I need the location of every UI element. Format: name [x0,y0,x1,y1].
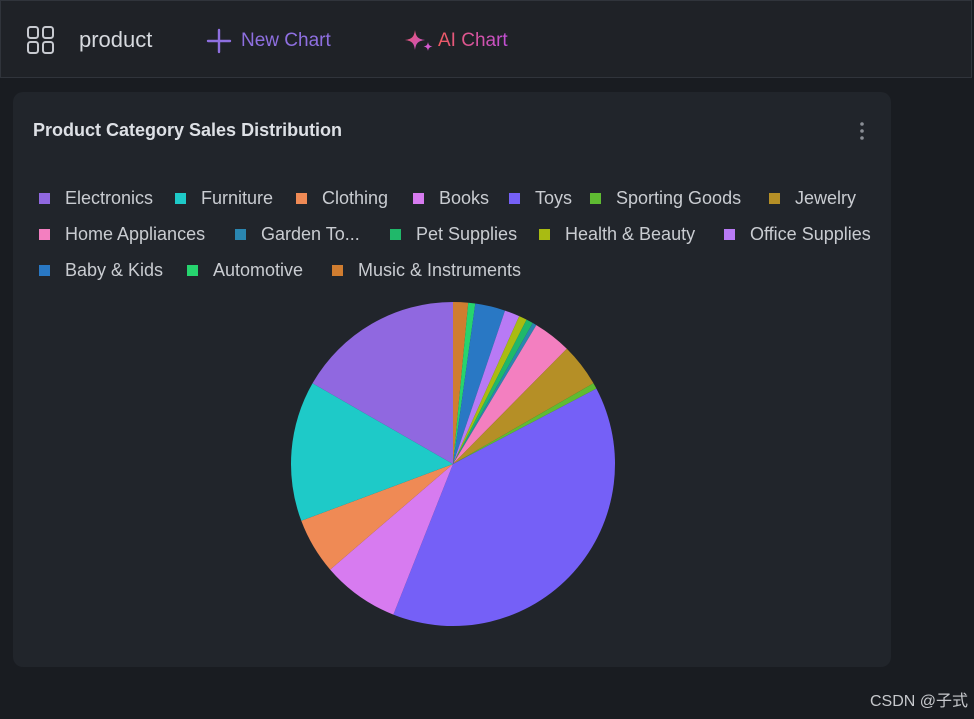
pie-slice-music-instruments[interactable] [453,302,469,464]
legend-item-clothing[interactable]: Clothing [296,184,388,212]
legend-row: Baby & Kids Automotive Music & Instrumen… [39,256,889,292]
legend-label: Home Appliances [65,223,206,244]
legend-item-jewelry[interactable]: Jewelry [769,184,856,212]
ai-chart-label: AI Chart [438,30,508,51]
legend-row: Home Appliances Garden To... Pet Supplie… [39,220,889,256]
sparkle-icon [405,30,433,51]
legend-item-pet-supplies[interactable]: Pet Supplies [390,220,517,248]
top-toolbar: product New Chart AI Chart [0,0,972,78]
legend-item-music-instruments[interactable]: Music & Instruments [332,256,521,284]
legend-swatch [39,264,50,276]
legend-swatch [175,192,186,204]
more-vertical-icon[interactable] [855,120,869,142]
pie-slice-toys[interactable] [393,388,615,626]
legend-item-toys[interactable]: Toys [509,184,572,212]
legend-label: Pet Supplies [416,223,518,244]
plus-icon [206,28,232,54]
pie-slice-baby-kids[interactable] [453,303,505,464]
legend-item-home-appliances[interactable]: Home Appliances [39,220,205,248]
pie-slice-garden-to[interactable] [453,323,537,464]
pie-chart[interactable] [289,300,617,628]
app-title: product [79,27,153,52]
chart-legend: Electronics Furniture Clothing Books Toy… [39,184,889,292]
pie-slice-health-beauty[interactable] [453,316,527,464]
legend-swatch [187,264,198,276]
pie-slice-furniture[interactable] [290,383,453,521]
legend-label: Clothing [322,187,389,208]
legend-item-office-supplies[interactable]: Office Supplies [724,220,871,248]
watermark: CSDN @子式 [869,693,968,710]
pie-slice-electronics[interactable] [312,302,453,464]
legend-label: Baby & Kids [65,259,164,280]
legend-label: Electronics [65,187,154,208]
legend-label: Office Supplies [750,223,871,244]
legend-item-health-beauty[interactable]: Health & Beauty [539,220,695,248]
legend-label: Toys [535,187,573,208]
legend-swatch [39,228,50,240]
legend-row: Electronics Furniture Clothing Books Toy… [39,184,889,220]
legend-label: Jewelry [795,187,857,208]
legend-item-garden-tools[interactable]: Garden To... [235,220,360,248]
legend-label: Garden To... [261,223,360,244]
legend-swatch [413,192,424,204]
legend-label: Automotive [213,259,304,280]
legend-swatch [296,192,307,204]
legend-label: Sporting Goods [616,187,742,208]
legend-swatch [509,192,520,204]
new-chart-button[interactable]: New Chart [206,27,331,55]
legend-item-baby-kids[interactable]: Baby & Kids [39,256,163,284]
legend-label: Health & Beauty [565,223,696,244]
legend-item-automotive[interactable]: Automotive [187,256,303,284]
legend-item-sporting-goods[interactable]: Sporting Goods [590,184,741,212]
legend-label: Furniture [201,187,274,208]
pie-slice-books[interactable] [330,464,453,615]
legend-swatch [590,192,601,204]
legend-item-furniture[interactable]: Furniture [175,184,273,212]
legend-label: Books [439,187,490,208]
grid-icon[interactable] [26,25,56,55]
pie-slice-jewelry[interactable] [453,348,594,464]
pie-slice-pet-supplies[interactable] [453,319,533,464]
legend-swatch [39,192,50,204]
pie-slice-sporting-goods[interactable] [453,383,597,464]
legend-swatch [539,228,550,240]
legend-swatch [332,264,343,276]
pie-slice-home-appliances[interactable] [453,325,567,464]
legend-item-books[interactable]: Books [413,184,489,212]
legend-swatch [769,192,780,204]
legend-item-electronics[interactable]: Electronics [39,184,153,212]
legend-swatch [235,228,246,240]
legend-swatch [390,228,401,240]
legend-label: Music & Instruments [358,259,522,280]
pie-slice-automotive[interactable] [453,302,476,464]
pie-slice-clothing[interactable] [301,464,453,570]
legend-swatch [724,228,735,240]
pie-slice-office-supplies[interactable] [453,310,520,464]
chart-title: Product Category Sales Distribution [33,120,343,140]
chart-card: Product Category Sales Distribution Elec… [13,92,891,667]
new-chart-label: New Chart [241,30,331,51]
ai-chart-button[interactable]: AI Chart [404,27,508,55]
